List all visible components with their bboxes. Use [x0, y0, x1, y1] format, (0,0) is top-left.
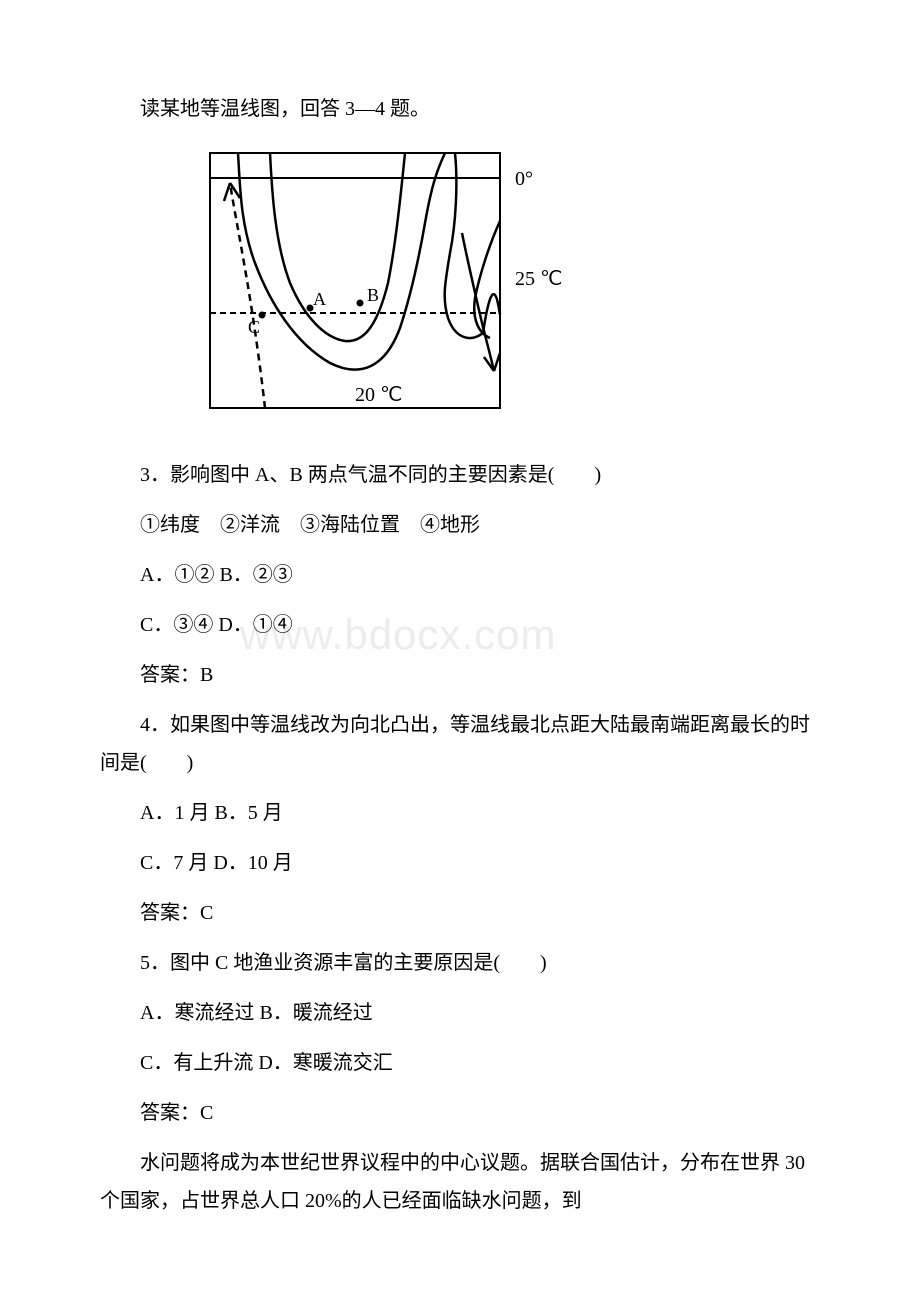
q3-options-cd: C．③④ D．①④ — [100, 606, 820, 644]
closing-paragraph: 水问题将成为本世纪世界议程中的中心议题。据联合国估计，分布在世界 30 个国家，… — [100, 1144, 820, 1220]
point-a-label: A — [313, 289, 326, 309]
q4-options-ab: A．1 月 B．5 月 — [100, 794, 820, 832]
q5-answer: 答案：C — [100, 1094, 820, 1132]
isotherm-figure: 0° C — [200, 143, 820, 436]
q3-stem: 3．影响图中 A、B 两点气温不同的主要因素是( ) — [100, 456, 820, 494]
q4-options-cd: C．7 月 D．10 月 — [100, 844, 820, 882]
temp-25-label: 25 ℃ — [515, 268, 562, 290]
lat-0-label: 0° — [515, 168, 533, 190]
point-c-label: C — [248, 317, 260, 337]
q5-options-cd: C．有上升流 D．寒暖流交汇 — [100, 1044, 820, 1082]
q3-answer: 答案：B — [100, 656, 820, 694]
point-b-label: B — [367, 285, 379, 305]
q4-stem: 4．如果图中等温线改为向北凸出，等温线最北点距大陆最南端距离最长的时间是( ) — [100, 706, 820, 782]
q3-factors: ①纬度 ②洋流 ③海陆位置 ④地形 — [100, 506, 820, 544]
temp-20-label: 20 ℃ — [355, 384, 402, 406]
q5-stem: 5．图中 C 地渔业资源丰富的主要原因是( ) — [100, 944, 820, 982]
q5-options-ab: A．寒流经过 B．暖流经过 — [100, 994, 820, 1032]
q4-answer: 答案：C — [100, 894, 820, 932]
intro-text: 读某地等温线图，回答 3—4 题。 — [100, 90, 820, 128]
q3-options-ab: A．①② B．②③ — [100, 556, 820, 594]
